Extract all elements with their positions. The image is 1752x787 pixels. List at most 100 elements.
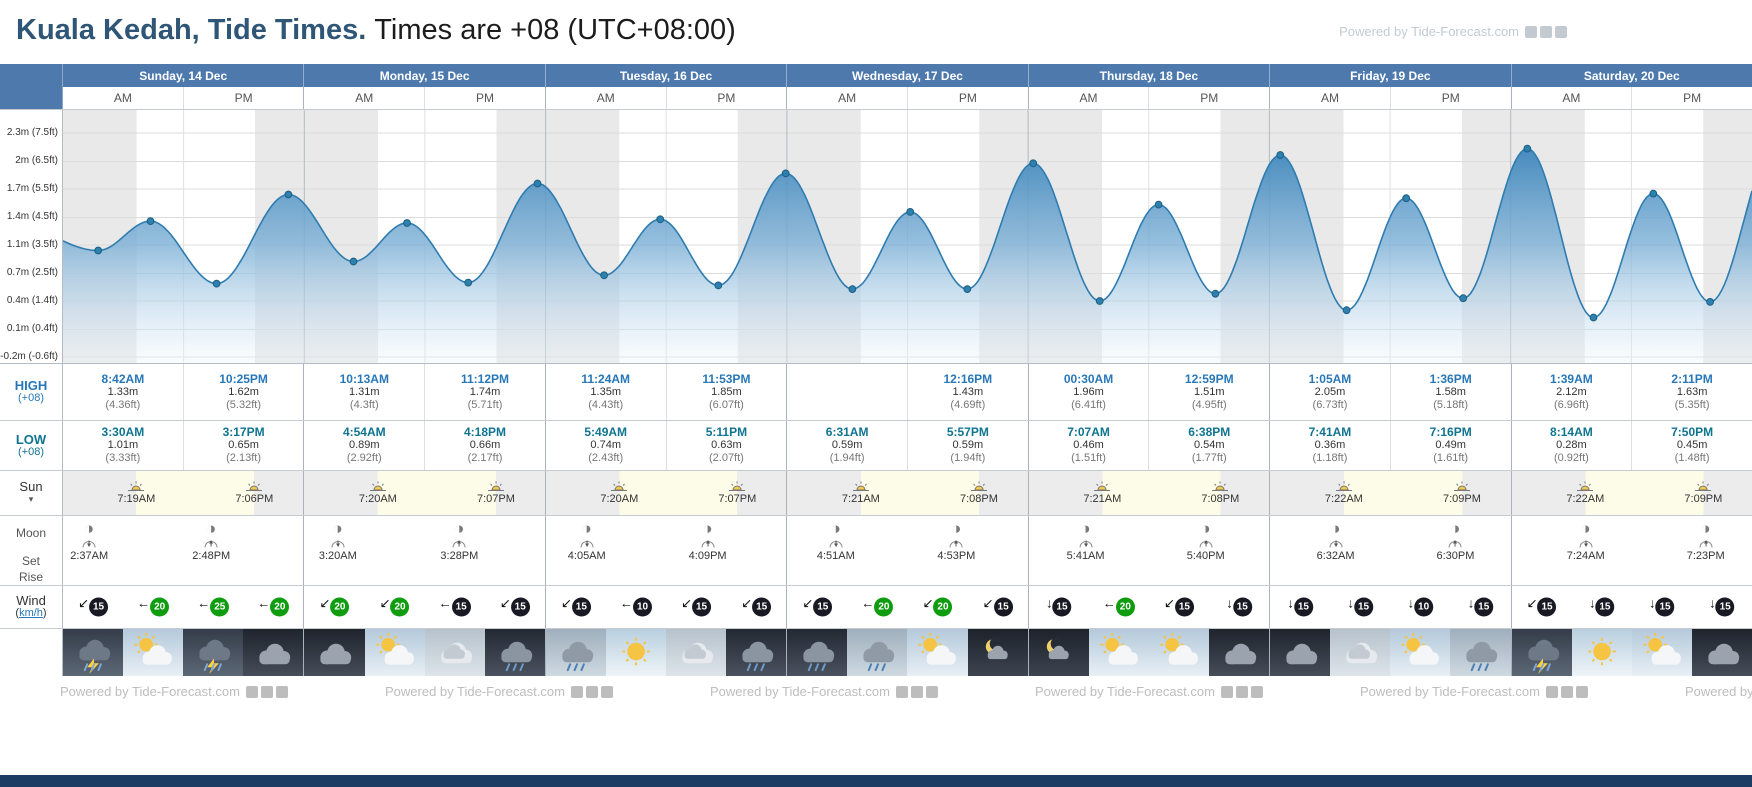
watermark-badge-icon xyxy=(895,685,908,698)
low-tide-height-m: 0.63m xyxy=(711,439,742,451)
moonrise-entry: ◑ 2:48PM xyxy=(192,520,230,562)
sunset-icon xyxy=(1695,481,1712,491)
high-tide-height-m: 1.51m xyxy=(1193,385,1225,398)
high-pm-cell: 11:53PM 1.85m (6.07ft) xyxy=(665,364,787,420)
bottom-watermark-strip: Powered by Tide-Forecast.com Powered by T… xyxy=(0,676,1752,710)
low-tide-height-m: 0.36m xyxy=(1314,439,1346,451)
weather-icon-cloud xyxy=(440,642,472,664)
sunset-entry: 7:07PM xyxy=(718,481,756,505)
weather-tile-night-cloud xyxy=(243,629,304,676)
wind-entry: ↙ 15 xyxy=(1164,597,1194,617)
wind-direction-icon: ← xyxy=(438,595,452,611)
high-tide-height-ft: (4.43ft) xyxy=(588,398,624,411)
moon-phase-icon: ◑ xyxy=(1450,519,1461,538)
weather-icon-night-cloud xyxy=(259,643,291,665)
low-pm-cell: 7:50PM 0.45m (1.48ft) xyxy=(1631,421,1752,470)
weather-icon-night-rain xyxy=(803,641,835,672)
sunset-entry: 7:09PM xyxy=(1684,481,1722,505)
kmh-unit-link[interactable]: km/h xyxy=(19,607,43,619)
low-tide-time: 7:16PM xyxy=(1429,425,1472,439)
high-day-cell: 1:39AM 2.12m (6.96ft) 2:11PM 1.63m (5.35ft) xyxy=(1510,364,1752,420)
weather-day-cell xyxy=(63,629,304,676)
wind-speed-badge: 15 xyxy=(1474,597,1494,617)
low-am-cell: 3:30AM 1.01m (3.33ft) xyxy=(63,421,183,470)
sunset-icon xyxy=(1453,481,1470,491)
moon-phase-icon: ◑ xyxy=(951,519,962,538)
sunrise-icon xyxy=(611,481,628,491)
weather-day-cell xyxy=(1027,629,1270,676)
weather-icon-sun-cloud xyxy=(1401,632,1440,665)
sun-row-label: Sun ▾ xyxy=(0,471,63,515)
low-am-cell: 7:07AM 0.46m (1.51ft) xyxy=(1029,421,1149,470)
moon-day-cell: ◑ 3:20AM ◑ 3:28PM xyxy=(303,516,544,585)
low-day-cell: 7:41AM 0.36m (1.18ft) 7:16PM 0.49m (1.61ft) xyxy=(1269,421,1510,470)
high-am-cell: 8:42AM 1.33m (4.36ft) xyxy=(63,364,183,420)
weather-tile-night-cloud xyxy=(304,629,365,676)
wind-speed-badge: 15 xyxy=(1595,597,1615,617)
weather-tile-sun-cloud xyxy=(364,629,425,676)
low-day-cell: 7:07AM 0.46m (1.51ft) 6:38PM 0.54m (1.77ft) xyxy=(1027,421,1269,470)
moon-day-cell: ◑ 7:24AM ◑ 7:23PM xyxy=(1510,516,1752,585)
low-tide-height-ft: (2.17ft) xyxy=(467,452,503,464)
low-tide-time: 6:31AM xyxy=(825,425,869,439)
wind-entry: ↙ 20 xyxy=(320,597,350,617)
weather-icon-night-rain xyxy=(742,641,774,672)
high-tide-height-ft: (6.96ft) xyxy=(1553,398,1589,411)
powered-by-watermark: Powered by Tide-Forecast.com xyxy=(1685,684,1752,699)
watermark-text: Powered by Tide-Forecast.com xyxy=(1035,684,1215,699)
moonrise-entry: ◑ 5:40PM xyxy=(1187,520,1225,562)
sunset-icon xyxy=(970,481,987,491)
high-tide-height-m: 1.33m xyxy=(107,385,139,398)
weather-tile-sun xyxy=(1571,629,1632,676)
sun-day-cell: 7:22AM 7:09PM xyxy=(1269,471,1511,515)
high-tide-time: 12:16PM xyxy=(943,371,993,386)
weather-day-cell xyxy=(1269,629,1511,676)
wind-entry: ↓ 15 xyxy=(1046,597,1072,617)
weather-icon-sun xyxy=(622,637,650,666)
wind-direction-icon: ↙ xyxy=(741,595,753,611)
moonset-time: 6:32AM xyxy=(1316,550,1355,562)
wind-speed-badge: 25 xyxy=(210,597,230,617)
moon-set-icon xyxy=(331,540,345,548)
wind-entry: ↓ 15 xyxy=(1649,597,1675,617)
high-day-cell: 8:42AM 1.33m (4.36ft) 10:25PM 1.62m (5.32ft) xyxy=(63,364,303,420)
watermark-badge-icons xyxy=(1545,685,1588,698)
wind-speed-badge: 15 xyxy=(1655,597,1675,617)
am-label: AM xyxy=(838,91,857,105)
watermark-badge-icon xyxy=(275,685,288,698)
wind-direction-icon: ↙ xyxy=(560,595,572,611)
weather-tile-sun-cloud xyxy=(123,629,184,676)
wind-speed-badge: 20 xyxy=(150,597,170,617)
high-tide-height-ft: (5.32ft) xyxy=(226,398,261,411)
weather-tile-sun xyxy=(605,629,667,676)
weather-icon-sun-cloud xyxy=(918,632,957,665)
am-label: AM xyxy=(1562,91,1581,105)
am-label: AM xyxy=(1320,91,1339,105)
low-tide-height-ft: (1.18ft) xyxy=(1312,452,1348,464)
wind-row-label: Wind (km/h) xyxy=(0,586,63,628)
paren-open: ( xyxy=(15,607,20,619)
moon-phase-icon: ◑ xyxy=(454,519,465,538)
wind-entry: ↙ 15 xyxy=(78,597,108,617)
wind-entry: ↓ 15 xyxy=(1348,597,1374,617)
moon-phase-icon: ◑ xyxy=(84,519,95,538)
day-header-cell: Monday, 15 Dec xyxy=(303,64,544,87)
moon-row-label: Moon Set Rise xyxy=(0,516,63,585)
high-tide-height-m: 1.63m xyxy=(1676,385,1708,398)
day-ampm-cell: AM PM xyxy=(1269,87,1510,109)
moonset-entry: ◑ 2:37AM xyxy=(70,520,108,562)
wind-direction-icon: ↙ xyxy=(379,595,391,611)
moon-day-cell: ◑ 5:41AM ◑ 5:40PM xyxy=(1027,516,1269,585)
high-tide-height-ft: (4.3ft) xyxy=(349,398,379,411)
day-header-cell: Thursday, 18 Dec xyxy=(1027,64,1269,87)
low-tide-height-m: 0.28m xyxy=(1556,439,1587,451)
y-axis-label: 0.4m (1.4ft) xyxy=(6,294,58,306)
low-tide-height-ft: (1.48ft) xyxy=(1674,452,1710,464)
wind-direction-icon: ← xyxy=(861,595,875,611)
weather-row xyxy=(0,628,1752,676)
wind-direction-icon: ↓ xyxy=(1588,595,1596,611)
low-tide-height-m: 0.89m xyxy=(348,439,380,451)
pm-label: PM xyxy=(1631,87,1752,109)
low-day-cell: 4:54AM 0.89m (2.92ft) 4:18PM 0.66m (2.17ft) xyxy=(303,421,544,470)
low-pm-cell: 5:11PM 0.63m (2.07ft) xyxy=(665,421,787,470)
